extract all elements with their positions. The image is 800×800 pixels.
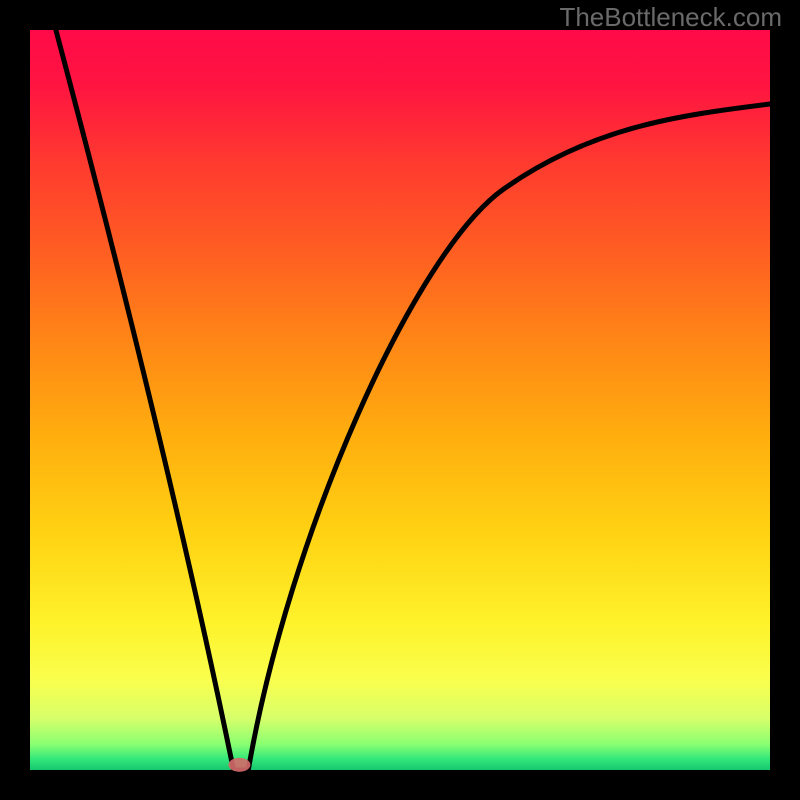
chart-frame: TheBottleneck.com bbox=[0, 0, 800, 800]
bottleneck-chart bbox=[0, 0, 800, 800]
watermark-text: TheBottleneck.com bbox=[559, 2, 782, 33]
optimal-point-marker bbox=[228, 758, 250, 772]
chart-background bbox=[30, 30, 770, 770]
